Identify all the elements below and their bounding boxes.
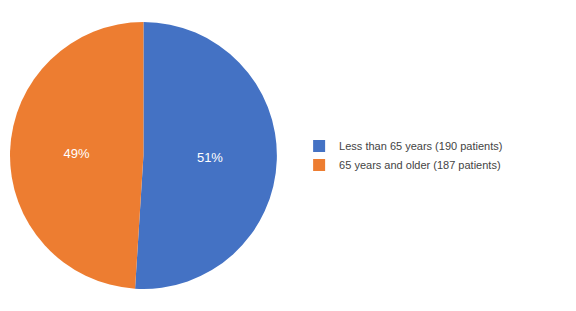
svg-text:Less than 65 years (190 patien: Less than 65 years (190 patients) [339, 140, 502, 152]
svg-text:51%: 51% [197, 150, 223, 165]
svg-text:49%: 49% [64, 146, 90, 161]
svg-text:65 years and older (187 patien: 65 years and older (187 patients) [339, 159, 500, 171]
